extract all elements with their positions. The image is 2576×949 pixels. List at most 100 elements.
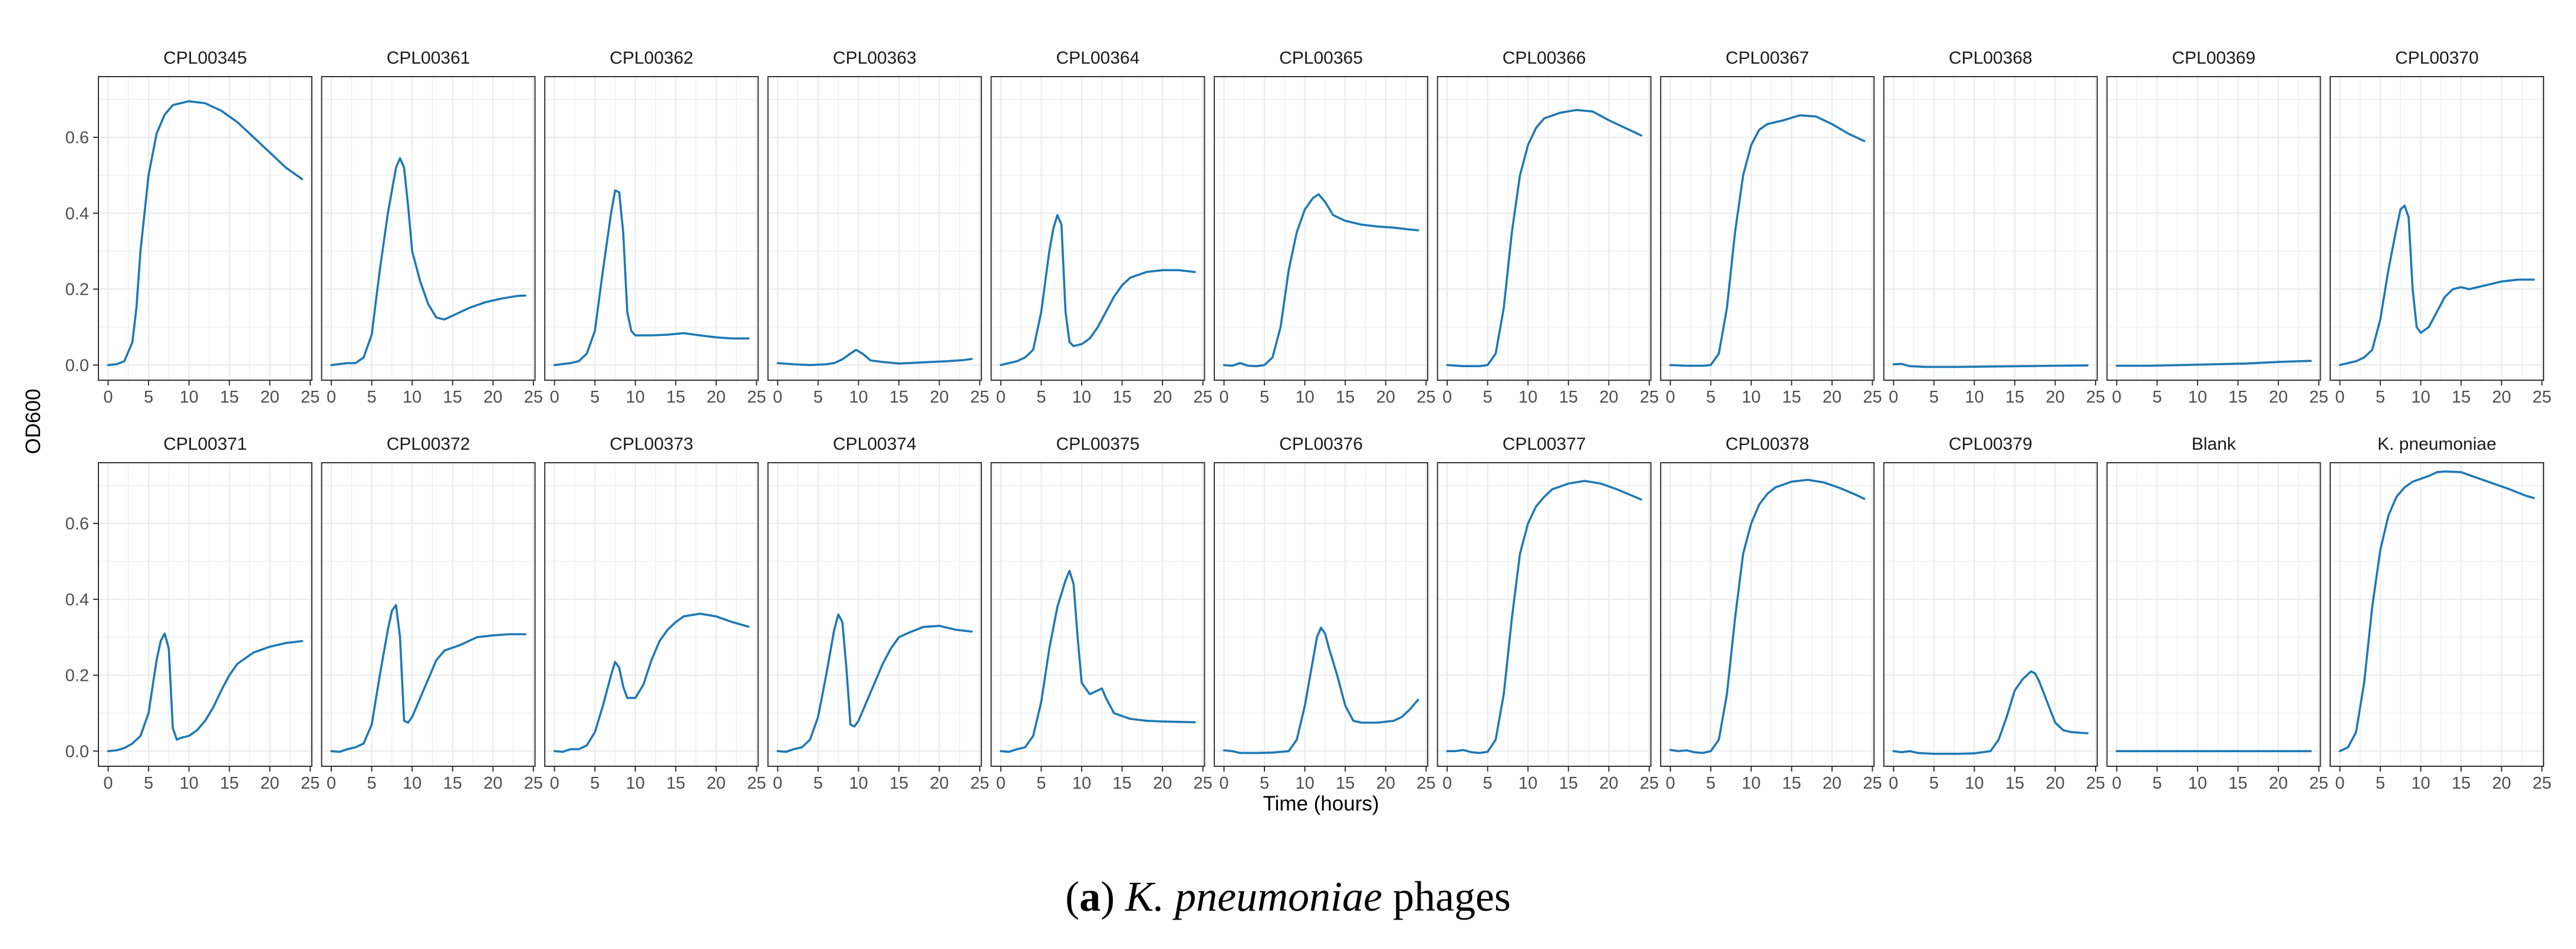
x-tick-label: 0	[773, 388, 782, 407]
panel: CPL00377 0 5 10 15 20 25	[1437, 434, 1659, 793]
x-tick-label: 15	[443, 388, 462, 407]
x-tick-label: 0	[327, 774, 336, 793]
x-tick-label: 5	[1706, 388, 1715, 407]
panel: CPL00379 0 5 10 15 20 25	[1883, 434, 2105, 793]
x-tick-label: 20	[930, 388, 948, 407]
x-tick-label: 10	[1295, 774, 1314, 793]
x-tick-label: 20	[1599, 388, 1618, 407]
x-tick-label: 25	[301, 388, 319, 407]
series-line	[1669, 114, 1866, 367]
panel-title: CPL00345	[163, 48, 247, 68]
x-tick-label: 0	[2112, 774, 2122, 793]
x-tick-label: 10	[1072, 388, 1091, 407]
series-line	[1892, 363, 2089, 368]
series-line	[553, 612, 750, 753]
series-line	[2338, 205, 2535, 367]
x-tick-label: 0	[1666, 774, 1675, 793]
panel: CPL00345 0 5 10 15 20 25 0.0 0.2 0.4 0.6	[65, 48, 320, 407]
x-tick-label: 25	[970, 388, 989, 407]
panel-title: CPL00363	[833, 48, 917, 68]
panel: K. pneumoniae 0 5 10 15 20 25	[2330, 434, 2551, 793]
x-tick-label: 15	[2005, 774, 2024, 793]
x-tick-label: 20	[2045, 388, 2064, 407]
x-tick-label: 20	[930, 774, 948, 793]
x-tick-label: 5	[144, 774, 153, 793]
caption-species: K. pneumoniae	[1125, 873, 1382, 920]
x-tick-label: 10	[2188, 388, 2207, 407]
x-tick-label: 15	[2228, 774, 2247, 793]
x-tick-label: 25	[747, 388, 766, 407]
panel: CPL00373 0 5 10 15 20 25	[544, 434, 766, 793]
x-tick-label: 5	[2376, 388, 2385, 407]
panel-border	[2106, 462, 2321, 767]
panel-border	[544, 462, 759, 767]
series-line	[1223, 193, 1419, 367]
series-line	[2338, 470, 2535, 753]
x-tick-label: 5	[367, 388, 377, 407]
y-tick-label: 0.4	[65, 591, 89, 609]
panel-border	[990, 462, 1205, 767]
panel: CPL00378 0 5 10 15 20 25	[1660, 434, 1882, 793]
panel: CPL00374 0 5 10 15 20 25	[767, 434, 989, 793]
series-line	[2116, 360, 2312, 367]
panel-title: K. pneumoniae	[2377, 434, 2496, 454]
caption-panel-tag: a	[1079, 873, 1101, 920]
x-tick-label: 5	[2376, 774, 2385, 793]
panel-border	[2330, 76, 2544, 381]
x-tick-label: 25	[1640, 388, 1659, 407]
panel-border	[1660, 76, 1875, 381]
panel-title: CPL00373	[610, 434, 693, 454]
x-tick-label: 20	[2492, 774, 2511, 793]
x-tick-label: 0	[1889, 774, 1898, 793]
x-tick-label: 25	[524, 774, 543, 793]
caption-rest: phages	[1382, 873, 1511, 920]
panel-border	[2106, 76, 2321, 381]
x-tick-label: 25	[747, 774, 766, 793]
x-tick-label: 20	[2269, 388, 2288, 407]
x-tick-label: 25	[970, 774, 989, 793]
panel-title: CPL00369	[2172, 48, 2256, 68]
x-tick-label: 10	[1742, 774, 1761, 793]
panel-title: CPL00364	[1056, 48, 1140, 68]
panel-title: CPL00378	[1725, 434, 1809, 454]
caption-close-paren: )	[1101, 873, 1115, 920]
x-tick-label: 15	[2452, 388, 2470, 407]
y-tick-label: 0.6	[65, 128, 89, 147]
panel-title: CPL00361	[387, 48, 470, 68]
panel: CPL00375 0 5 10 15 20 25	[990, 434, 1213, 793]
x-tick-label: 15	[1336, 388, 1355, 407]
panel-border	[2330, 462, 2544, 767]
panel: CPL00368 0 5 10 15 20 25	[1883, 48, 2105, 407]
x-tick-label: 0	[996, 388, 1006, 407]
panel-title: CPL00374	[833, 434, 917, 454]
x-tick-label: 15	[666, 774, 685, 793]
x-tick-label: 25	[301, 774, 319, 793]
x-tick-label: 20	[261, 774, 279, 793]
x-tick-label: 15	[1336, 774, 1355, 793]
x-tick-label: 0	[550, 388, 559, 407]
y-tick-label: 0.6	[65, 515, 89, 533]
x-tick-label: 10	[2411, 774, 2430, 793]
x-tick-label: 5	[1483, 774, 1493, 793]
x-tick-label: 10	[1295, 388, 1314, 407]
panel: Blank 0 5 10 15 20 25	[2106, 434, 2328, 793]
panel-border	[1214, 462, 1428, 767]
x-tick-label: 5	[144, 388, 153, 407]
panel-title: CPL00365	[1279, 48, 1363, 68]
panel: CPL00363 0 5 10 15 20 25	[767, 48, 989, 407]
x-tick-label: 0	[2112, 388, 2122, 407]
x-tick-label: 15	[890, 388, 908, 407]
x-tick-label: 10	[1518, 774, 1537, 793]
x-tick-label: 15	[1559, 774, 1578, 793]
x-tick-label: 5	[1036, 388, 1046, 407]
y-tick-label: 0.4	[65, 205, 89, 223]
x-tick-label: 20	[2045, 774, 2064, 793]
series-line	[107, 632, 304, 753]
x-tick-label: 10	[626, 388, 645, 407]
panel: CPL00361 0 5 10 15 20 25	[321, 48, 543, 407]
panel: CPL00370 0 5 10 15 20 25	[2330, 48, 2551, 407]
series-line	[1669, 479, 1866, 754]
panel-title: CPL00375	[1056, 434, 1140, 454]
